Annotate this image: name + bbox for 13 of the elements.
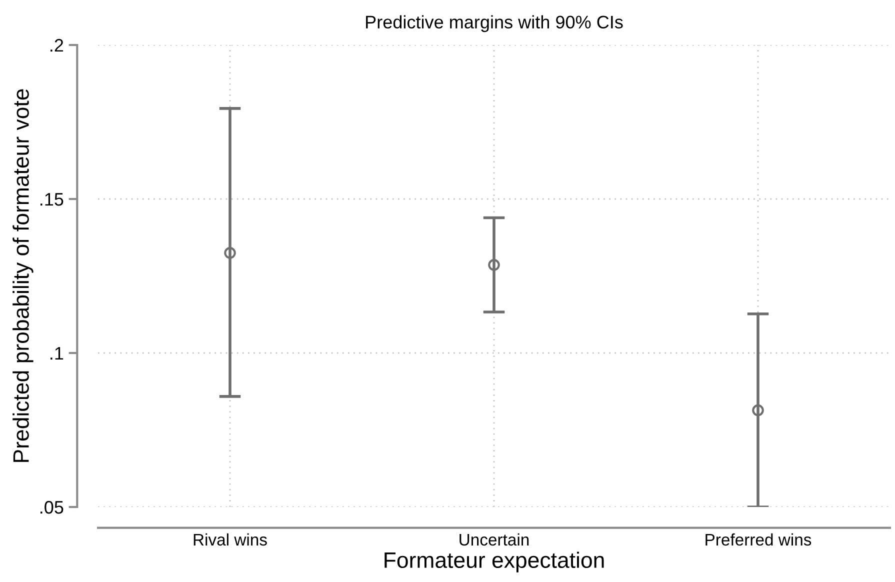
chart-title: Predictive margins with 90% CIs	[366, 15, 623, 32]
x-axis-title: Formateur expectation	[384, 552, 604, 572]
y-tick-label: .05	[40, 500, 64, 514]
y-tick-label: .15	[40, 193, 64, 206]
y-tick-label: .2	[50, 38, 64, 52]
y-tick-label: .1	[50, 347, 64, 360]
y-axis-title: Predicted probability of formateur vote	[12, 89, 34, 462]
point	[488, 259, 500, 271]
point	[752, 404, 764, 416]
point	[224, 246, 236, 259]
x-tick-label: Rival wins	[194, 533, 267, 546]
x-tick-label: Uncertain	[460, 533, 529, 546]
x-tick-label: Preferred wins	[706, 533, 812, 546]
